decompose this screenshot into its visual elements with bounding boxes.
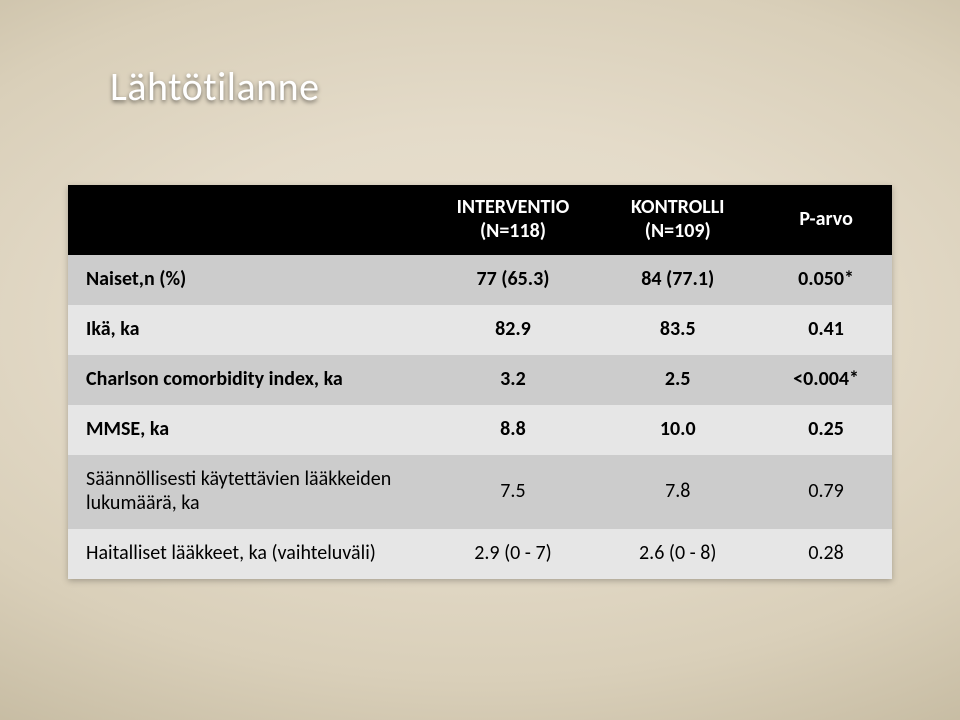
cell-interv: 8.8 — [431, 405, 596, 455]
cell-interv: 82.9 — [431, 305, 596, 355]
header-pvalue: P-arvo — [760, 185, 892, 255]
table-row: Haitalliset lääkkeet, ka (vaihteluväli) … — [68, 529, 892, 579]
cell-kontr: 7.8 — [595, 455, 760, 529]
cell-p: <0.004* — [760, 355, 892, 405]
cell-p: 0.28 — [760, 529, 892, 579]
baseline-table-container: INTERVENTIO (N=118) KONTROLLI (N=109) P-… — [68, 185, 892, 579]
cell-p: 0.050* — [760, 255, 892, 305]
slide-title: Lähtötilanne — [110, 62, 320, 111]
cell-label: Ikä, ka — [68, 305, 431, 355]
header-intervention-line2: (N=118) — [480, 219, 546, 243]
slide: { "slide": { "title": "Lähtötilanne", "b… — [0, 0, 960, 720]
cell-interv: 3.2 — [431, 355, 596, 405]
table-row: Ikä, ka 82.9 83.5 0.41 — [68, 305, 892, 355]
header-control: KONTROLLI (N=109) — [595, 185, 760, 255]
header-blank — [68, 185, 431, 255]
cell-label: Naiset,n (%) — [68, 255, 431, 305]
cell-label: MMSE, ka — [68, 405, 431, 455]
table-row: Charlson comorbidity index, ka 3.2 2.5 <… — [68, 355, 892, 405]
cell-label: Charlson comorbidity index, ka — [68, 355, 431, 405]
cell-kontr: 84 (77.1) — [595, 255, 760, 305]
cell-interv: 2.9 (0 - 7) — [431, 529, 596, 579]
table-header-row: INTERVENTIO (N=118) KONTROLLI (N=109) P-… — [68, 185, 892, 255]
table-row: Säännöllisesti käytettävien lääkkeiden l… — [68, 455, 892, 529]
header-intervention: INTERVENTIO (N=118) — [431, 185, 596, 255]
cell-label: Haitalliset lääkkeet, ka (vaihteluväli) — [68, 529, 431, 579]
cell-p: 0.79 — [760, 455, 892, 529]
cell-kontr: 2.5 — [595, 355, 760, 405]
table-row: MMSE, ka 8.8 10.0 0.25 — [68, 405, 892, 455]
cell-p: 0.41 — [760, 305, 892, 355]
cell-kontr: 83.5 — [595, 305, 760, 355]
baseline-table: INTERVENTIO (N=118) KONTROLLI (N=109) P-… — [68, 185, 892, 579]
header-intervention-line1: INTERVENTIO — [457, 195, 570, 219]
cell-interv: 7.5 — [431, 455, 596, 529]
table-row: Naiset,n (%) 77 (65.3) 84 (77.1) 0.050* — [68, 255, 892, 305]
cell-interv: 77 (65.3) — [431, 255, 596, 305]
header-control-line2: (N=109) — [645, 219, 711, 243]
cell-p: 0.25 — [760, 405, 892, 455]
header-control-line1: KONTROLLI — [631, 195, 725, 219]
table-body: Naiset,n (%) 77 (65.3) 84 (77.1) 0.050* … — [68, 255, 892, 579]
cell-label: Säännöllisesti käytettävien lääkkeiden l… — [68, 455, 431, 529]
cell-kontr: 10.0 — [595, 405, 760, 455]
cell-kontr: 2.6 (0 - 8) — [595, 529, 760, 579]
